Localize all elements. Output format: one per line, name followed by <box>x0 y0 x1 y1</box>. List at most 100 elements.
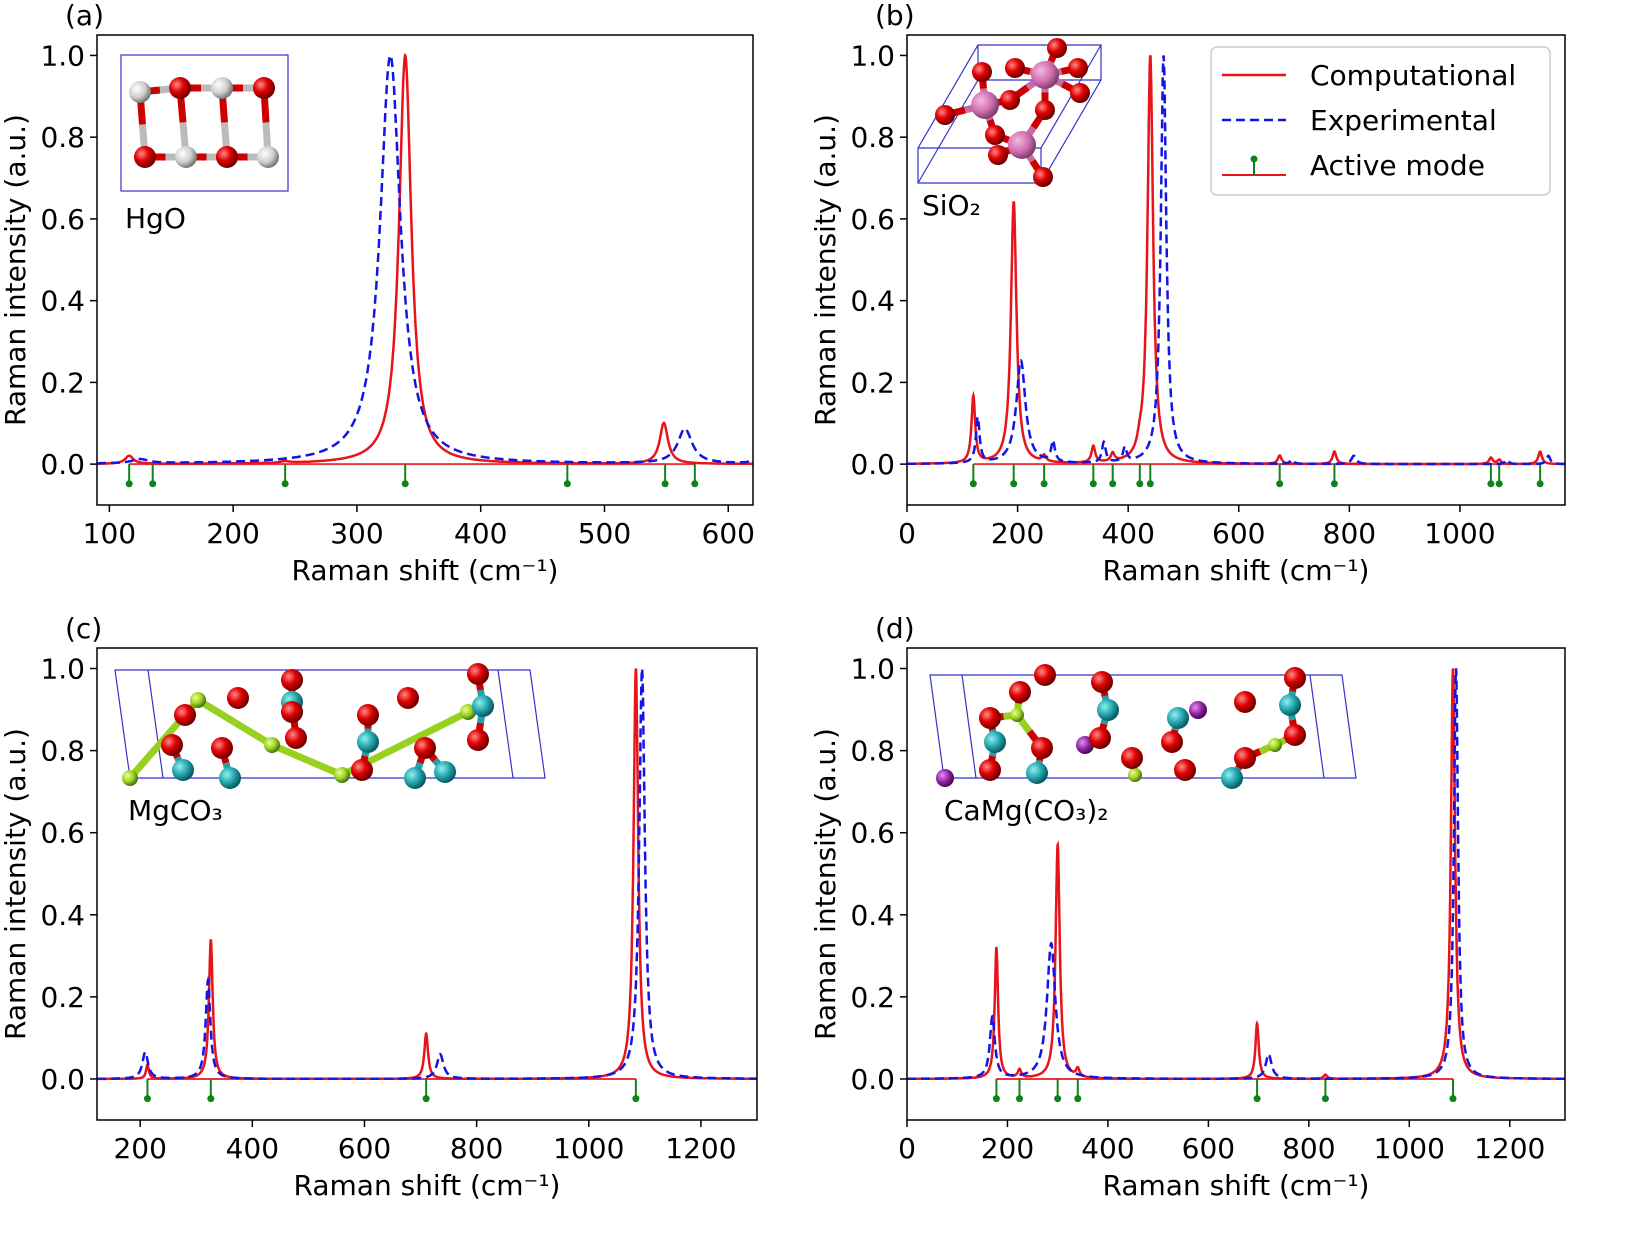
oxygen-atom <box>1009 681 1031 703</box>
oxygen-atom <box>216 146 238 168</box>
oxygen-atom <box>357 704 379 726</box>
plot-area <box>907 55 1565 488</box>
active-mode-marker <box>1330 480 1338 488</box>
magnesium-atom <box>190 692 206 708</box>
x-tick-label: 400 <box>226 1132 279 1165</box>
active-mode-marker <box>563 480 571 488</box>
carbon-atom <box>172 759 194 781</box>
active-mode-marker <box>969 480 977 488</box>
oxygen-atom <box>1284 724 1306 746</box>
magnesium-atom <box>460 704 476 720</box>
x-tick-label: 100 <box>83 517 136 550</box>
bond <box>127 736 167 781</box>
unit-cell-outline <box>917 44 1102 184</box>
y-tick-label: 0.4 <box>850 899 895 932</box>
y-tick-label: 0.0 <box>850 1063 895 1096</box>
active-mode-marker <box>1089 480 1097 488</box>
camgco32-structure-image <box>929 664 1357 789</box>
experimental-spectrum-line <box>907 668 1565 1080</box>
legend: Computational Experimental Active mode <box>1210 46 1551 196</box>
active-mode-marker <box>1074 1095 1082 1103</box>
experimental-spectrum-line <box>97 53 753 465</box>
y-tick-label: 1.0 <box>40 39 85 72</box>
y-axis-label: Raman intensity (a.u.) <box>0 114 32 426</box>
calcium-atom <box>936 769 954 787</box>
legend-active-mode-label: Active mode <box>1310 149 1485 182</box>
inset-label-camgco32: CaMg(CO₃)₂ <box>944 794 1109 827</box>
x-tick-label: 0 <box>898 517 916 550</box>
legend-frame <box>1210 46 1551 196</box>
mercury-atom <box>211 77 233 99</box>
active-mode-marker <box>1016 1095 1024 1103</box>
sio2-structure-image <box>917 38 1102 187</box>
inset-label-hgo: HgO <box>125 202 186 235</box>
oxygen-atom <box>134 146 156 168</box>
active-mode-marker <box>992 1095 1000 1103</box>
active-mode-marker <box>1449 1095 1457 1103</box>
magnesium-atom <box>1128 768 1142 782</box>
oxygen-atom <box>1005 58 1025 78</box>
active-mode-marker <box>149 480 157 488</box>
x-tick-label: 200 <box>206 517 259 550</box>
active-mode-marker <box>1253 1095 1261 1103</box>
oxygen-atom <box>1070 83 1090 103</box>
active-mode-marker <box>1536 480 1544 488</box>
y-tick-label: 0.6 <box>40 203 85 236</box>
x-tick-label: 400 <box>1101 517 1154 550</box>
carbon-atom <box>357 731 379 753</box>
mercury-atom <box>175 146 197 168</box>
y-tick-label: 0.8 <box>850 121 895 154</box>
carbon-atom <box>1279 694 1301 716</box>
oxygen-atom <box>211 737 233 759</box>
y-axis-label: Raman intensity (a.u.) <box>809 114 842 426</box>
panel-label: (b) <box>875 0 915 32</box>
magnesium-atom <box>334 767 350 783</box>
x-tick-label: 500 <box>578 517 631 550</box>
axes-frame <box>96 647 758 1121</box>
x-tick-label: 800 <box>1282 1132 1335 1165</box>
oxygen-atom <box>988 145 1008 165</box>
x-tick-label: 1200 <box>1474 1132 1545 1165</box>
y-tick-label: 0.0 <box>850 448 895 481</box>
oxygen-atom <box>174 704 196 726</box>
silicon-atom <box>971 91 999 119</box>
oxygen-atom <box>1031 737 1053 759</box>
structure-insets: HgO SiO₂ MgCO₃ CaMg(CO₃)₂ <box>114 38 1357 827</box>
oxygen-atom <box>935 105 955 125</box>
oxygen-atom <box>1234 747 1256 769</box>
active-mode-marker <box>1136 480 1144 488</box>
axes-frame <box>906 34 1566 506</box>
panel-a: (a) 100 200 300 400 500 600 0.0 0.2 0.4 0.6 0.8 1.0 R… <box>0 0 755 587</box>
x-tick-label: 1000 <box>1374 1132 1445 1165</box>
y-axis-label: Raman intensity (a.u.) <box>0 728 32 1040</box>
panel-b: (b) 0 200 400 600 800 1000 0.0 0.2 0.4 0.6 0.8 1.0 Ra… <box>809 0 1566 587</box>
x-tick-label: 800 <box>1323 517 1376 550</box>
x-tick-label: 300 <box>330 517 383 550</box>
axes-frame <box>96 34 754 506</box>
x-tick-label: 0 <box>898 1132 916 1165</box>
y-tick-label: 0.2 <box>40 366 85 399</box>
experimental-spectrum-line <box>97 668 757 1081</box>
inset-label-mgco3: MgCO₃ <box>128 794 223 827</box>
x-tick-label: 1000 <box>553 1132 624 1165</box>
magnesium-atom <box>264 737 280 753</box>
y-tick-label: 1.0 <box>40 653 85 686</box>
x-tick-label: 600 <box>702 517 755 550</box>
active-mode-marker <box>207 1095 215 1103</box>
legend-computational-label: Computational <box>1310 59 1516 92</box>
carbon-atom <box>434 761 456 783</box>
silicon-atom <box>1031 61 1059 89</box>
x-axis-label: Raman shift (cm⁻¹) <box>292 554 559 587</box>
computational-spectrum-line <box>97 668 757 1081</box>
panel-label: (a) <box>65 0 104 32</box>
x-tick-label: 600 <box>1212 517 1265 550</box>
x-tick-label: 1200 <box>665 1132 736 1165</box>
active-mode-marker <box>1321 1095 1329 1103</box>
unit-cell-outline <box>929 674 1357 779</box>
unit-cell-outline <box>120 54 289 192</box>
x-tick-label: 200 <box>113 1132 166 1165</box>
carbon-atom <box>1167 707 1189 729</box>
x-axis-label: Raman shift (cm⁻¹) <box>1103 554 1370 587</box>
mercury-atom <box>129 81 151 103</box>
